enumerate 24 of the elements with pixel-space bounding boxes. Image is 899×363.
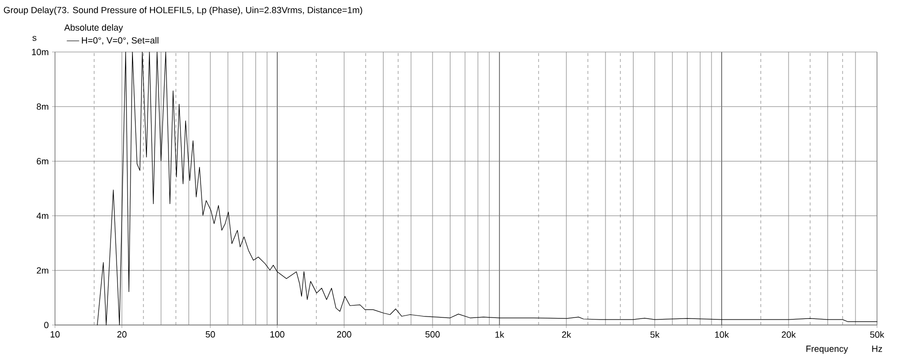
x-tick-label: 20 [117, 331, 127, 338]
legend-label: H=0°, V=0°, Set=all [82, 36, 158, 45]
x-tick-label: 500 [425, 331, 440, 338]
y-tick-label: 4m [36, 212, 48, 219]
x-tick-label: 2k [562, 331, 572, 338]
x-tick-label: 200 [337, 331, 352, 338]
text: Hz [872, 346, 882, 352]
x-tick-label: 50 [206, 331, 215, 338]
y-tick-label: 0 [44, 322, 48, 328]
chart-title: Group Delay(73. Sound Pressure of HOLEFIL5, Lp (Phase), Uin=2.83Vrms, Distance=1m) [4, 6, 362, 15]
x-tick-label: 100 [270, 331, 284, 338]
x-tick-label: 5k [650, 331, 660, 338]
y-axis-title: s [32, 36, 36, 41]
x-axis-title: Frequency [806, 346, 848, 354]
x-tick-label: 1k [495, 331, 504, 338]
y-tick-label: 10m [32, 48, 48, 56]
y-tick-label: 8m [36, 103, 48, 110]
y-tick-label: 6m [36, 158, 48, 164]
legend-title: Absolute delay [64, 24, 123, 32]
x-tick-label: 10k [715, 331, 729, 338]
y-tick-label: 2m [36, 267, 48, 274]
x-tick-label: 20k [782, 331, 796, 338]
x-tick-label: 10 [50, 331, 60, 338]
x-tick-label: 50k [870, 331, 884, 338]
